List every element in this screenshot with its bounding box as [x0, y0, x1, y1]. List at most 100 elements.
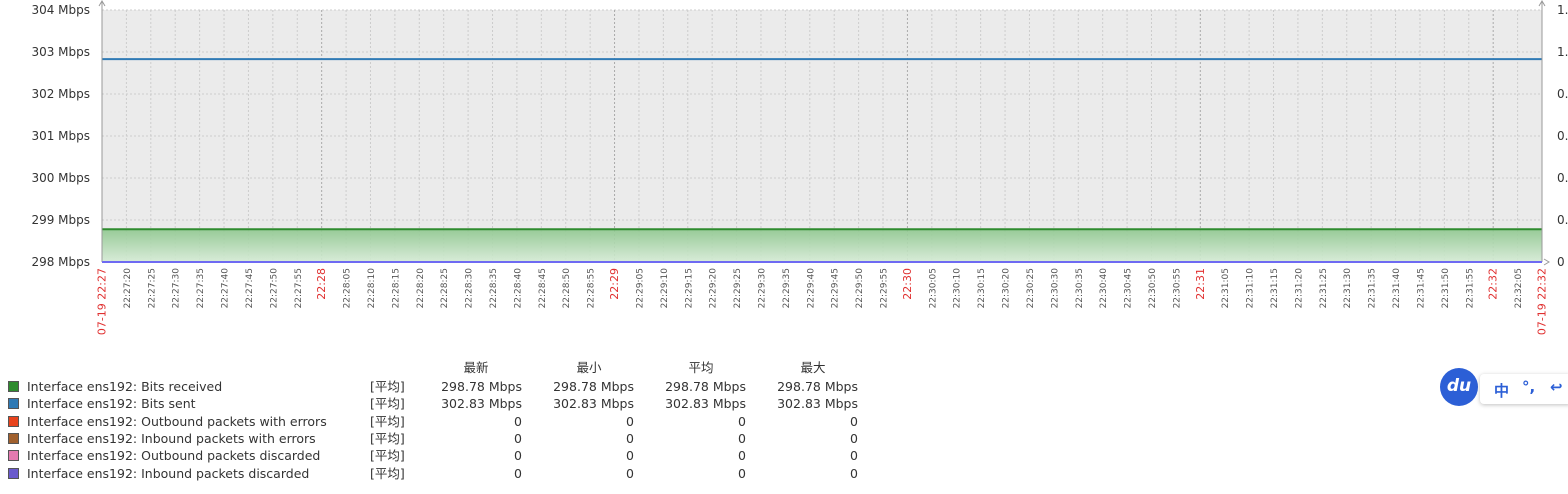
legend-item-func: [平均] — [370, 430, 405, 446]
x-tick-label: 22:31 — [1194, 268, 1207, 300]
x-tick-label: 22:30:45 — [1124, 268, 1134, 308]
legend-item-avg: 298.78 Mbps — [665, 379, 746, 394]
x-tick-label: 22:29:55 — [880, 268, 890, 308]
x-tick-label: 22:27:20 — [123, 268, 133, 309]
x-end-label: 07-19 22:32 — [1536, 268, 1549, 335]
series-area-bits-received — [102, 229, 1542, 262]
x-tick-label: 22:27:50 — [269, 268, 279, 309]
legend-item-last: 298.78 Mbps — [441, 379, 522, 394]
graph-chart: 304 Mbps 303 Mbps 302 Mbps 301 Mbps 300 Mbps… — [31, 0, 1568, 335]
y-tick-label-left: 302 Mbps — [31, 87, 90, 101]
legend-item-last: 0 — [514, 465, 522, 481]
ime-chinese-mode-toggle[interactable]: 中 — [1494, 382, 1510, 400]
x-tick-label: 22:30:05 — [928, 268, 938, 308]
x-tick-label: 22:30:50 — [1148, 268, 1158, 309]
x-tick-label: 22:28:20 — [416, 268, 426, 309]
legend-item-last: 0 — [514, 430, 522, 446]
legend-header-last: 最新 — [463, 360, 489, 375]
legend-item-min: 302.83 Mbps — [553, 396, 634, 412]
x-tick-label: 22:29:45 — [831, 268, 841, 308]
x-tick-label: 22:30:35 — [1075, 268, 1085, 308]
y-tick-label-left: 298 Mbps — [31, 255, 90, 269]
x-tick-label: 22:30:40 — [1099, 268, 1109, 309]
y-tick-label-right: 0 — [1557, 255, 1565, 269]
legend-item-max: 0 — [850, 413, 858, 429]
legend-item-min: 0 — [626, 465, 634, 481]
x-tick-label: 22:28 — [315, 268, 328, 300]
x-tick-label: 22:29:50 — [855, 268, 865, 309]
x-tick-label: 22:27:40 — [221, 268, 231, 309]
x-tick-label: 22:31:35 — [1368, 268, 1378, 308]
x-tick-label: 22:29:30 — [757, 268, 767, 309]
y-tick-label-right: 0. — [1557, 213, 1568, 227]
x-tick-label: 22:31:10 — [1246, 268, 1256, 309]
x-tick-label: 22:27:35 — [196, 268, 206, 308]
legend-swatch — [8, 450, 19, 462]
x-tick-label: 22:31:15 — [1270, 268, 1280, 308]
x-tick-label: 22:29 — [608, 268, 621, 300]
x-tick-label: 22:30:10 — [953, 268, 963, 309]
x-tick-label: 22:29:10 — [660, 268, 670, 309]
x-tick-label: 22:32 — [1487, 268, 1500, 300]
x-tick-label: 22:29:25 — [733, 268, 743, 308]
y-axis-right-arrow-icon — [1538, 0, 1546, 7]
legend-item-min: 0 — [626, 413, 634, 429]
legend-item-func: [平均] — [370, 465, 405, 481]
legend-item-max: 298.78 Mbps — [777, 379, 858, 394]
legend-item-func: [平均] — [370, 379, 405, 394]
legend-item-max: 302.83 Mbps — [777, 396, 858, 412]
x-tick-label: 22:28:05 — [343, 268, 353, 308]
x-tick-label: 22:30:30 — [1050, 268, 1060, 309]
legend-swatch — [8, 398, 19, 410]
x-tick-label: 22:32:05 — [1514, 268, 1524, 308]
ime-arrow-icon[interactable]: ↩ — [1550, 378, 1563, 396]
x-tick-label: 22:30:20 — [1002, 268, 1012, 309]
x-tick-label: 22:27:55 — [294, 268, 304, 308]
x-tick-label: 22:31:30 — [1343, 268, 1353, 309]
x-tick-label: 22:29:40 — [806, 268, 816, 309]
legend-item-name: Interface ens192: Bits received — [27, 379, 223, 394]
ime-toolbar[interactable]: du 中 °, ↩ — [1440, 368, 1568, 406]
ime-punctuation-toggle[interactable]: °, — [1522, 378, 1536, 396]
x-start-label: 07-19 22:27 — [96, 268, 109, 335]
legend-item-max: 0 — [850, 448, 858, 464]
x-tick-label: 22:30:15 — [977, 268, 987, 308]
legend-swatch — [8, 415, 19, 427]
legend-item-name: Interface ens192: Inbound packets with e… — [27, 430, 316, 446]
y-axis-left-arrow-icon — [98, 0, 106, 7]
x-tick-label: 22:28:30 — [465, 268, 475, 309]
x-tick-label: 22:29:35 — [782, 268, 792, 308]
legend-header-min: 最小 — [576, 360, 602, 375]
legend-swatch — [8, 432, 19, 444]
x-tick-label: 22:31:55 — [1465, 268, 1475, 308]
legend-item-max: 0 — [850, 465, 858, 481]
legend-item-last: 302.83 Mbps — [441, 396, 522, 412]
x-tick-label: 22:31:05 — [1221, 268, 1231, 308]
x-tick-label: 22:28:45 — [538, 268, 548, 308]
x-tick-label: 22:31:50 — [1441, 268, 1451, 309]
x-tick-label: 22:28:40 — [513, 268, 523, 309]
x-tick-label: 22:30 — [901, 268, 914, 300]
x-tick-label: 22:30:55 — [1172, 268, 1182, 308]
legend-item-avg: 0 — [738, 430, 746, 446]
baidu-ime-logo-icon[interactable]: du — [1440, 368, 1478, 406]
legend-item-name: Interface ens192: Bits sent — [27, 396, 196, 412]
x-tick-label: 22:29:20 — [709, 268, 719, 309]
x-tick-label: 22:28:10 — [367, 268, 377, 309]
x-axis-arrow-icon — [1543, 258, 1550, 266]
y-tick-label-left: 301 Mbps — [31, 129, 90, 143]
y-tick-label-right: 1. — [1557, 3, 1568, 17]
x-tick-label: 22:31:20 — [1294, 268, 1304, 309]
y-tick-label-left: 299 Mbps — [31, 213, 90, 227]
x-tick-label: 22:28:55 — [587, 268, 597, 308]
x-tick-label: 22:28:50 — [562, 268, 572, 309]
legend-item-func: [平均] — [370, 413, 405, 429]
legend-swatch — [8, 381, 19, 392]
ime-status-box[interactable]: 中 °, ↩ — [1480, 374, 1568, 404]
y-tick-label-right: 1.0 — [1557, 45, 1568, 59]
x-tick-label: 22:28:25 — [440, 268, 450, 308]
legend-item-name: Interface ens192: Inbound packets discar… — [27, 465, 310, 481]
x-tick-label: 22:31:40 — [1392, 268, 1402, 309]
x-tick-label: 22:28:15 — [391, 268, 401, 308]
x-tick-label: 22:27:45 — [245, 268, 255, 308]
